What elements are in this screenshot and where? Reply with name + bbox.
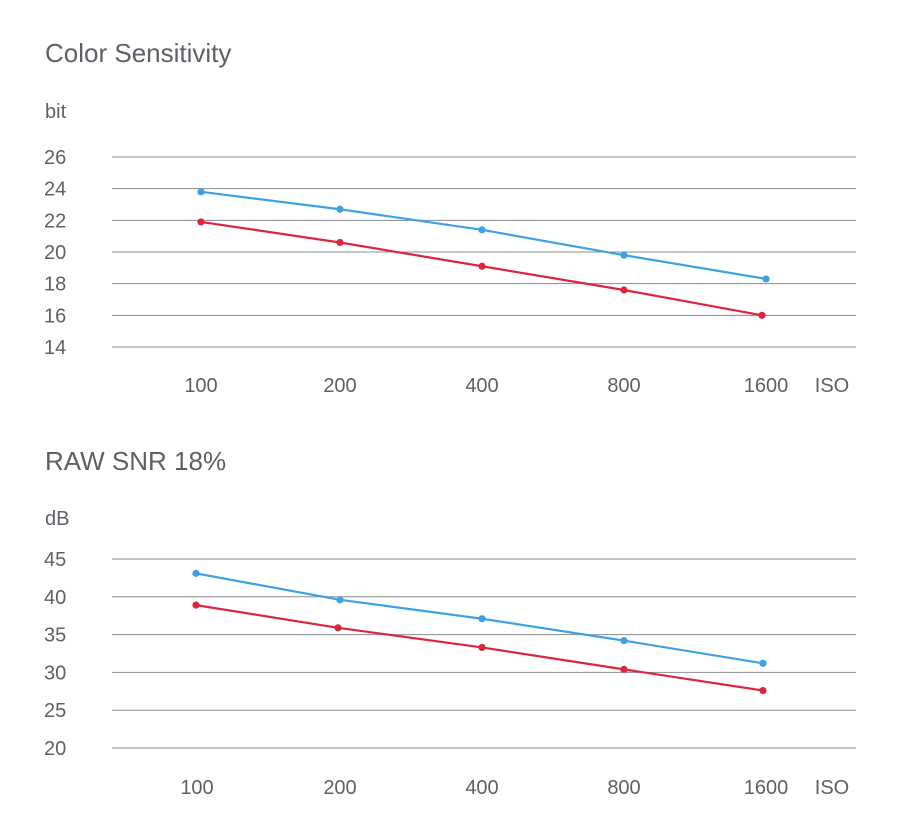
data-point-1-1-3 xyxy=(620,665,628,673)
x-tick-label-0-0: 100 xyxy=(184,375,217,397)
data-point-1-1-2 xyxy=(478,643,486,652)
data-point-0-0-1 xyxy=(336,205,344,213)
data-point-0-1-3 xyxy=(620,286,628,294)
data-point-1-1-4 xyxy=(759,686,767,695)
y-unit-label-db: dB xyxy=(45,508,70,530)
data-point-0-1-1 xyxy=(336,238,344,247)
data-point-1-0-2 xyxy=(478,615,486,623)
data-point-1-1-1 xyxy=(334,624,342,632)
x-tick-label-0-3: 800 xyxy=(607,375,640,397)
data-point-0-0-0 xyxy=(197,188,205,196)
y-tick-label-1-3: 30 xyxy=(44,662,66,684)
data-point-1-0-4 xyxy=(759,659,767,667)
data-point-1-0-0 xyxy=(192,569,200,577)
y-tick-label-1-0: 45 xyxy=(44,549,66,571)
y-tick-label-1-2: 35 xyxy=(44,625,66,647)
data-point-0-1-0 xyxy=(197,218,205,226)
y-tick-label-0-3: 20 xyxy=(44,242,66,264)
data-point-0-1-2 xyxy=(478,262,486,270)
x-tick-label-1-4: 1600 xyxy=(744,777,789,799)
x-tick-label-0-4: 1600 xyxy=(744,375,789,397)
data-point-0-0-4 xyxy=(762,275,770,283)
x-tick-label-0-1: 200 xyxy=(323,375,356,397)
y-tick-label-1-4: 25 xyxy=(44,700,66,722)
chart-title-color-sensitivity: Color Sensitivity xyxy=(45,38,232,68)
x-tick-label-1-2: 400 xyxy=(465,777,498,799)
y-tick-label-1-1: 40 xyxy=(44,587,66,609)
data-point-0-0-3 xyxy=(620,251,628,259)
x-axis-label-1: ISO xyxy=(815,777,849,799)
y-tick-label-0-0: 26 xyxy=(44,147,66,169)
y-tick-label-1-5: 20 xyxy=(44,738,66,760)
y-unit-label-bit: bit xyxy=(45,101,67,123)
data-point-1-0-1 xyxy=(336,596,344,604)
data-point-0-0-2 xyxy=(478,226,486,234)
x-tick-label-1-3: 800 xyxy=(607,777,640,799)
data-point-0-1-4 xyxy=(758,311,766,319)
data-point-1-1-0 xyxy=(192,601,200,609)
y-tick-label-0-1: 24 xyxy=(44,179,66,201)
y-tick-label-0-2: 22 xyxy=(44,210,66,232)
x-tick-label-1-1: 200 xyxy=(323,777,356,799)
data-point-1-0-3 xyxy=(620,637,628,645)
x-tick-label-1-0: 100 xyxy=(180,777,213,799)
x-axis-label-0: ISO xyxy=(815,375,849,397)
x-tick-label-0-2: 400 xyxy=(465,375,498,397)
y-tick-label-0-5: 16 xyxy=(44,305,66,327)
y-tick-label-0-6: 14 xyxy=(44,337,66,359)
y-tick-label-0-4: 18 xyxy=(44,274,66,296)
chart-title-raw-snr: RAW SNR 18% xyxy=(45,446,227,476)
